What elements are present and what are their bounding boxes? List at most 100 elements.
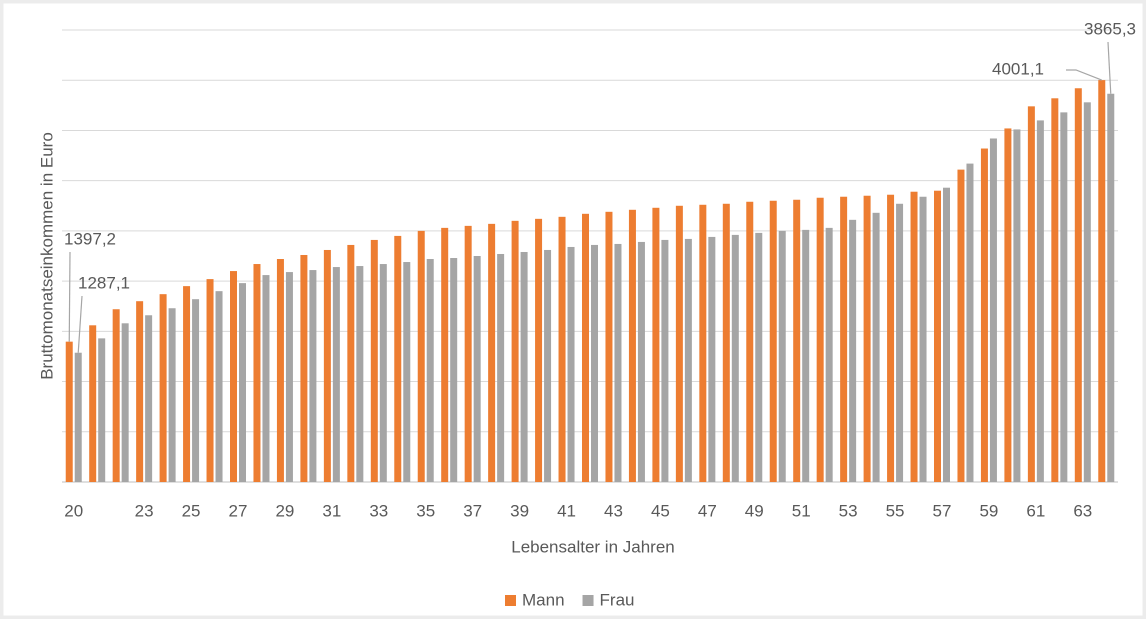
bar xyxy=(426,259,434,482)
bar xyxy=(323,249,331,482)
bar xyxy=(520,251,528,482)
bar xyxy=(1083,102,1091,482)
bar xyxy=(192,299,200,482)
x-tick-label: 49 xyxy=(745,501,764,520)
x-tick-label: 45 xyxy=(651,501,670,520)
bar xyxy=(497,253,505,482)
bar xyxy=(112,309,120,482)
bar xyxy=(74,352,82,482)
label-leader xyxy=(77,295,83,353)
bar xyxy=(370,239,378,482)
bar xyxy=(145,315,153,482)
x-tick-label: 43 xyxy=(604,501,623,520)
bar xyxy=(285,272,293,482)
bar xyxy=(230,271,237,482)
bar xyxy=(816,197,824,482)
bar xyxy=(614,243,622,482)
x-tick-label: 61 xyxy=(1026,501,1045,520)
bar xyxy=(121,323,129,482)
bar xyxy=(699,204,707,483)
bar xyxy=(488,223,496,482)
bar xyxy=(98,338,106,482)
bar xyxy=(802,229,810,482)
bar xyxy=(1098,80,1106,483)
bar xyxy=(168,308,176,482)
bar xyxy=(567,246,575,482)
bar xyxy=(558,216,566,482)
bar xyxy=(887,194,895,482)
bar xyxy=(1074,88,1082,482)
bar xyxy=(159,294,167,482)
bar xyxy=(417,230,425,482)
data-label: 3865,3 xyxy=(1084,19,1136,38)
bar xyxy=(778,230,786,482)
bar xyxy=(989,138,997,483)
bar xyxy=(1107,93,1115,483)
x-axis-title: Lebensalter in Jahren xyxy=(511,537,675,556)
bar xyxy=(394,235,402,482)
x-tick-label: 37 xyxy=(463,501,482,520)
bar xyxy=(652,207,660,482)
bar xyxy=(769,200,777,482)
bar xyxy=(239,283,246,482)
bar xyxy=(89,325,97,482)
bar xyxy=(300,254,308,482)
bar xyxy=(708,236,716,482)
bar xyxy=(403,262,411,482)
bar xyxy=(262,275,270,482)
x-tick-label: 53 xyxy=(839,501,858,520)
x-tick-label: 47 xyxy=(698,501,717,520)
bar xyxy=(136,301,144,482)
bar xyxy=(65,341,73,482)
bar xyxy=(825,227,833,482)
bar xyxy=(450,258,458,482)
x-tick-label: 27 xyxy=(229,501,248,520)
bar xyxy=(605,211,613,482)
x-tick-label: 41 xyxy=(557,501,576,520)
bar xyxy=(637,241,645,482)
bar xyxy=(591,244,598,482)
bar xyxy=(253,264,261,482)
bar xyxy=(957,169,965,482)
bar xyxy=(347,244,355,482)
bar xyxy=(544,249,552,482)
bar xyxy=(441,227,449,482)
bar xyxy=(896,203,904,482)
bar xyxy=(276,259,284,482)
bar xyxy=(675,205,683,482)
x-tick-label: 31 xyxy=(322,501,341,520)
bar xyxy=(943,187,950,482)
bar xyxy=(379,264,387,482)
bar xyxy=(934,190,941,482)
x-tick-label: 29 xyxy=(275,501,294,520)
bar xyxy=(722,203,730,482)
bar xyxy=(464,225,472,482)
legend-label: Mann xyxy=(522,590,565,609)
x-tick-label: 35 xyxy=(416,501,435,520)
bar xyxy=(628,209,636,482)
bar xyxy=(1013,129,1021,482)
bar xyxy=(661,239,669,482)
label-leader xyxy=(1107,41,1112,94)
data-label: 1287,1 xyxy=(78,273,130,292)
bar xyxy=(332,267,340,482)
bar xyxy=(980,148,988,482)
bar xyxy=(849,219,857,482)
legend-swatch xyxy=(505,595,516,606)
bar xyxy=(840,196,848,482)
bar xyxy=(1051,98,1059,483)
y-axis-title: Bruttomonatseinkommen in Euro xyxy=(37,132,56,380)
legend-label: Frau xyxy=(600,590,635,609)
bar xyxy=(872,212,880,482)
bar xyxy=(356,266,364,482)
x-tick-label: 39 xyxy=(510,501,529,520)
bar xyxy=(1036,120,1044,483)
bar xyxy=(755,232,763,482)
data-label: 1397,2 xyxy=(64,229,116,248)
x-tick-label: 23 xyxy=(135,501,154,520)
x-tick-label: 59 xyxy=(979,501,998,520)
bar xyxy=(206,279,214,482)
x-tick-label: 51 xyxy=(792,501,811,520)
bar xyxy=(966,163,974,482)
